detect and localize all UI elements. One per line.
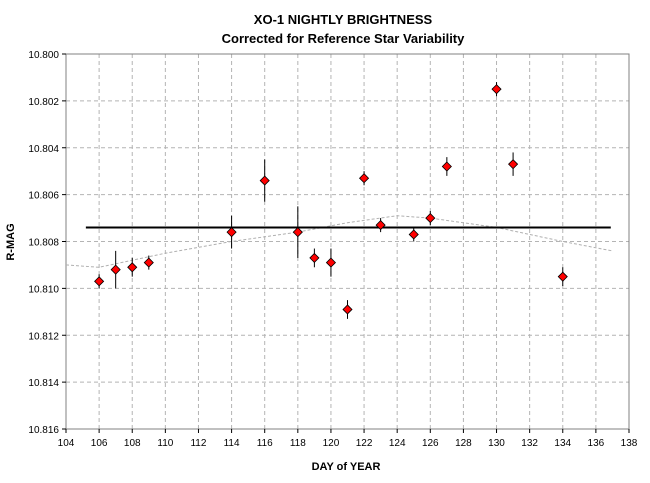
data-point xyxy=(259,175,270,186)
data-point xyxy=(425,212,436,224)
x-tick-label: 114 xyxy=(224,438,240,449)
x-tick-label: 116 xyxy=(257,438,273,449)
trend-line xyxy=(65,215,613,268)
chart-title: XO-1 NIGHTLY BRIGHTNESS xyxy=(254,12,433,27)
y-tick-label: 10.810 xyxy=(28,284,59,295)
data-point xyxy=(292,227,303,238)
data-point xyxy=(441,161,452,172)
x-axis-label: DAY of YEAR xyxy=(312,461,381,473)
grid-lines xyxy=(66,54,629,429)
x-tick-label: 132 xyxy=(521,438,538,449)
x-tick-label: 128 xyxy=(455,438,472,449)
x-tick-label: 120 xyxy=(323,438,340,449)
y-tick-label: 10.806 xyxy=(28,191,59,202)
data-point xyxy=(226,227,237,238)
y-tick-label: 10.816 xyxy=(28,425,59,436)
y-tick-label: 10.800 xyxy=(28,50,59,61)
data-point xyxy=(508,159,519,170)
x-tick-label: 110 xyxy=(157,438,173,449)
data-point xyxy=(557,271,568,282)
y-tick-label: 10.802 xyxy=(28,97,59,108)
data-point xyxy=(342,304,353,315)
data-point xyxy=(309,252,320,263)
reference-lines xyxy=(65,215,613,268)
x-tick-label: 134 xyxy=(554,438,571,449)
data-point xyxy=(325,257,337,268)
data-point xyxy=(94,276,105,287)
x-tick-label: 112 xyxy=(190,438,206,449)
data-point xyxy=(358,173,370,184)
data-points xyxy=(94,82,568,319)
y-axis-label: R-MAG xyxy=(5,223,17,260)
data-point xyxy=(375,220,386,231)
x-tick-label: 122 xyxy=(356,438,373,449)
data-point xyxy=(127,262,138,273)
y-tick-label: 10.814 xyxy=(28,378,59,389)
x-tick-label: 126 xyxy=(422,438,439,449)
y-tick-label: 10.804 xyxy=(28,144,59,155)
chart-subtitle: Corrected for Reference Star Variability xyxy=(222,31,466,46)
y-tick-label: 10.812 xyxy=(28,331,59,342)
data-point xyxy=(408,229,419,240)
x-tick-label: 138 xyxy=(621,438,638,449)
data-point xyxy=(143,257,154,268)
x-tick-label: 108 xyxy=(124,438,141,449)
data-point xyxy=(110,264,121,275)
axis-ticks: 104 106 108 110 112 114 116 118 120 122 124 126 128 1… xyxy=(28,50,637,449)
x-tick-label: 118 xyxy=(290,438,306,449)
x-tick-label: 130 xyxy=(488,438,505,449)
x-tick-label: 136 xyxy=(588,438,605,449)
y-tick-label: 10.808 xyxy=(28,238,59,249)
x-tick-label: 124 xyxy=(389,438,406,449)
data-point xyxy=(491,84,502,95)
x-tick-label: 104 xyxy=(58,438,75,449)
x-tick-label: 106 xyxy=(91,438,108,449)
